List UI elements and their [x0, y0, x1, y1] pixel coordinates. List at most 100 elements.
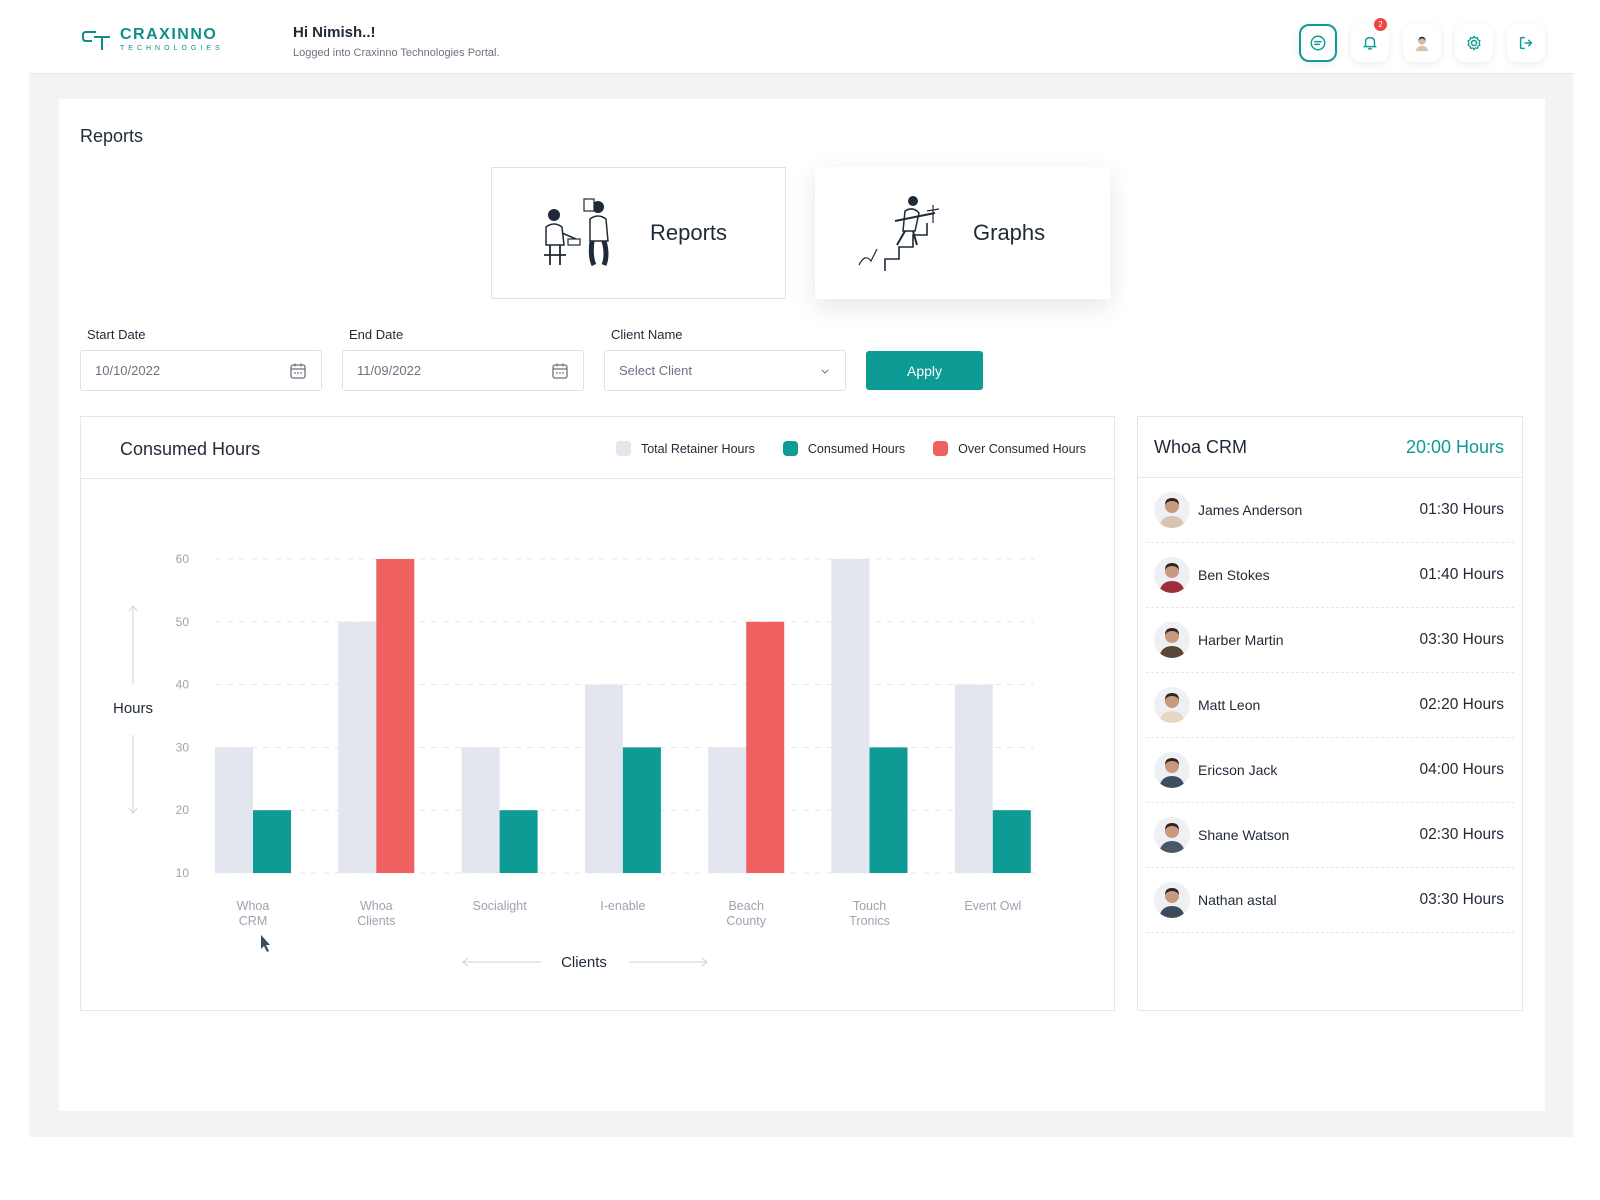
- x-axis-label: Clients: [561, 954, 607, 971]
- bar-retainer: [831, 559, 870, 873]
- apply-button[interactable]: Apply: [866, 351, 983, 390]
- chat-icon: [1310, 35, 1326, 51]
- end-date-value: 11/09/2022: [357, 363, 422, 378]
- list-item[interactable]: Nathan astal 03:30 Hours: [1146, 868, 1514, 933]
- x-tick-label: Touch: [853, 899, 886, 913]
- x-tick-label: Tronics: [849, 914, 890, 928]
- notifications-button[interactable]: 2: [1351, 18, 1389, 62]
- legend-item-retainer[interactable]: Total Retainer Hours: [615, 441, 755, 456]
- x-tick-label: Socialight: [472, 899, 527, 913]
- legend-swatch-consumed: [782, 441, 798, 456]
- client-select-placeholder: Select Client: [619, 363, 692, 378]
- start-date-input[interactable]: 10/10/2022: [80, 350, 322, 391]
- reports-illustration-icon: [544, 198, 609, 267]
- x-tick-label: Whoa: [360, 899, 393, 913]
- client-detail-card: Whoa CRM 20:00 Hours James Anderson 01:30…: [1137, 416, 1523, 1011]
- bar-chart: 605040302010HoursWhoaCRMWhoaClientsSocia…: [113, 552, 1034, 971]
- logo-sub: TECHNOLOGIES: [120, 45, 224, 52]
- logo[interactable]: CRAXINNO TECHNOLOGIES: [82, 27, 224, 52]
- content-panel: [59, 99, 1545, 1111]
- list-item[interactable]: Shane Watson 02:30 Hours: [1146, 803, 1514, 868]
- bell-icon: [1363, 36, 1377, 50]
- legend-item-over-consumed[interactable]: Over Consumed Hours: [933, 441, 1086, 456]
- person-name: Ben Stokes: [1198, 567, 1270, 583]
- x-tick-label: Clients: [357, 914, 395, 928]
- logout-button[interactable]: [1507, 24, 1545, 62]
- person-name: Nathan astal: [1198, 892, 1277, 908]
- x-tick-label: Beach: [728, 899, 763, 913]
- down-arrow-icon: [128, 735, 138, 814]
- consumed-hours-card: Consumed Hours Total Retainer Hours Cons…: [80, 416, 1115, 1011]
- logo-mark-icon: [82, 30, 110, 50]
- detail-total: 20:00 Hours: [1405, 436, 1504, 457]
- x-tick-label: Event Owl: [964, 899, 1021, 913]
- bar-retainer: [708, 747, 747, 873]
- detail-header: Whoa CRM 20:00 Hours: [1138, 417, 1522, 478]
- y-tick-label: 40: [176, 678, 190, 692]
- notification-badge: 2: [1374, 18, 1387, 31]
- bar-over-consumed: [376, 559, 415, 873]
- person-name: Harber Martin: [1198, 632, 1284, 648]
- legend-label-consumed: Consumed Hours: [807, 441, 906, 456]
- person-hours: 03:30 Hours: [1419, 631, 1504, 648]
- y-tick-label: 30: [176, 740, 190, 754]
- calendar-icon[interactable]: [289, 362, 307, 380]
- up-arrow-icon: [128, 605, 138, 684]
- greeting: Hi Nimish..! Logged into Craxinno Techno…: [293, 24, 500, 59]
- greeting-title: Hi Nimish..!: [293, 24, 376, 41]
- chart-header: Consumed Hours Total Retainer Hours Cons…: [81, 417, 1114, 479]
- x-tick-label: I-enable: [600, 899, 645, 913]
- greeting-subtitle: Logged into Craxinno Technologies Portal…: [293, 47, 500, 59]
- client-select[interactable]: Select Client: [604, 350, 846, 391]
- detail-list: James Anderson 01:30 Hours Ben Stokes 01:40…: [1138, 478, 1522, 933]
- end-date-label: End Date: [349, 327, 404, 342]
- right-arrow-icon: [629, 957, 708, 967]
- avatar: [1154, 492, 1190, 528]
- y-axis-label: Hours: [113, 700, 153, 717]
- profile-button[interactable]: [1403, 24, 1441, 62]
- avatar: [1154, 817, 1190, 853]
- header-actions: 2: [1299, 18, 1545, 62]
- person-hours: 02:20 Hours: [1419, 696, 1504, 713]
- legend-swatch-retainer: [615, 441, 631, 456]
- chart-title: Consumed Hours: [120, 439, 261, 459]
- tab-reports-label: Reports: [650, 220, 728, 245]
- tab-graphs-label: Graphs: [973, 220, 1046, 245]
- tab-reports[interactable]: Reports: [491, 167, 786, 299]
- list-item[interactable]: Matt Leon 02:20 Hours: [1146, 673, 1514, 738]
- legend-item-consumed[interactable]: Consumed Hours: [782, 441, 906, 456]
- y-tick-label: 10: [176, 866, 190, 880]
- x-tick-label: County: [726, 914, 766, 928]
- y-tick-label: 50: [176, 615, 190, 629]
- person-name: Matt Leon: [1198, 697, 1261, 713]
- list-item[interactable]: Ben Stokes 01:40 Hours: [1146, 543, 1514, 608]
- left-arrow-icon: [462, 957, 541, 967]
- chart-legend: Total Retainer Hours Consumed Hours Over…: [615, 441, 1086, 456]
- tab-graphs[interactable]: Graphs: [815, 167, 1110, 299]
- person-name: Ericson Jack: [1198, 762, 1278, 778]
- bar-consumed: [253, 810, 291, 873]
- bar-retainer: [215, 747, 253, 873]
- avatar: [1415, 36, 1429, 52]
- list-item[interactable]: Ericson Jack 04:00 Hours: [1146, 738, 1514, 803]
- detail-title: Whoa CRM: [1154, 436, 1248, 457]
- start-date-label: Start Date: [87, 327, 146, 342]
- start-date-value: 10/10/2022: [95, 363, 161, 378]
- y-tick-label: 20: [176, 803, 190, 817]
- y-tick-label: 60: [176, 552, 190, 566]
- list-item[interactable]: Harber Martin 03:30 Hours: [1146, 608, 1514, 673]
- x-tick-label: Whoa: [237, 899, 270, 913]
- chat-button[interactable]: [1299, 24, 1337, 62]
- avatar: [1154, 557, 1190, 593]
- logo-name: CRAXINNO: [120, 26, 218, 43]
- calendar-icon[interactable]: [551, 362, 569, 380]
- logout-icon: [1519, 36, 1533, 50]
- legend-label-retainer: Total Retainer Hours: [640, 441, 755, 456]
- settings-button[interactable]: [1455, 24, 1493, 62]
- list-item[interactable]: James Anderson 01:30 Hours: [1146, 478, 1514, 543]
- person-hours: 03:30 Hours: [1419, 891, 1504, 908]
- avatar: [1154, 687, 1190, 723]
- bar-retainer: [954, 684, 993, 873]
- graphs-illustration-icon: [858, 196, 940, 271]
- end-date-input[interactable]: 11/09/2022: [342, 350, 584, 391]
